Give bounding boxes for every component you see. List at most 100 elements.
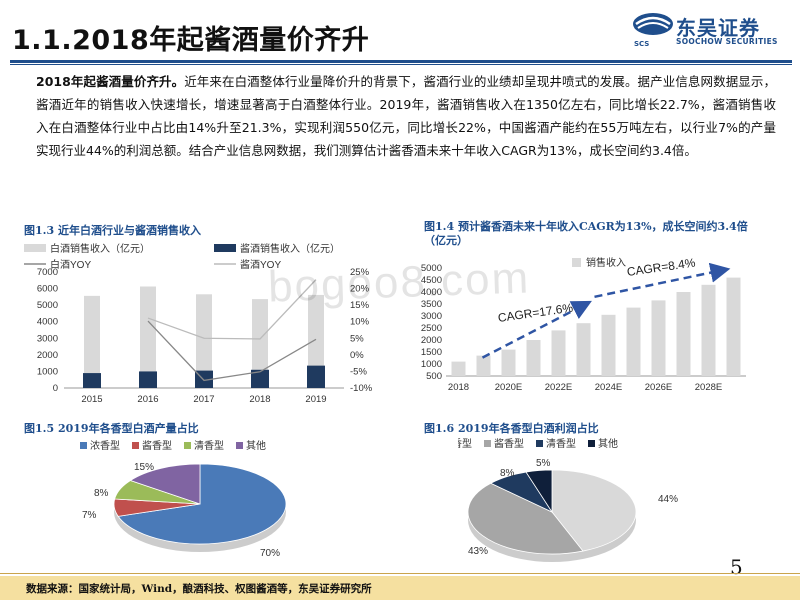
y-tick-label: 2000	[421, 335, 442, 346]
y-tick-label: 4000	[421, 287, 442, 298]
slice-value-label: 44%	[658, 494, 678, 505]
bar	[307, 365, 325, 388]
fig14-caption-unit: （亿元）	[424, 234, 468, 247]
x-tick-label: 2015	[81, 394, 102, 405]
x-tick-label: 2028E	[695, 382, 722, 393]
legend-swatch	[80, 442, 87, 449]
source-bar	[0, 576, 800, 600]
bar	[526, 340, 541, 376]
y-tick-label: 1000	[421, 359, 442, 370]
fig13-caption: 图1.3 近年白酒行业与酱酒销售收入	[24, 224, 201, 237]
bar	[196, 294, 212, 388]
pie-slice	[525, 469, 553, 514]
fig15-caption: 图1.5 2019年各香型白酒产量占比	[24, 422, 199, 435]
x-tick-label: 2020E	[495, 382, 522, 393]
y-tick-label: 2000	[37, 350, 58, 361]
legend-label: 酱酒YOY	[240, 258, 281, 271]
legend-swatch	[214, 244, 236, 252]
bar	[676, 292, 691, 376]
slice-value-label: 43%	[468, 546, 488, 557]
bar	[308, 294, 324, 388]
y-tick-label: 1500	[421, 347, 442, 358]
bar	[551, 330, 566, 376]
legend-label: 酱香型	[494, 437, 524, 450]
body-lead: 2018年起酱酒量价齐升。	[36, 74, 185, 89]
legend-swatch	[132, 442, 139, 449]
legend-swatch	[24, 244, 46, 252]
y-tick-label: 0	[53, 383, 58, 394]
title-bar: 1.1.2018年起酱酒量价齐升 SCS 东吴证券 SOOCHOW SECURI…	[0, 0, 800, 65]
legend-label: 其他	[598, 437, 618, 450]
legend-swatch	[572, 258, 581, 267]
y-tick-label: 3000	[421, 311, 442, 322]
legend-label: 销售收入	[586, 256, 626, 269]
x-tick-label: 2018	[448, 382, 469, 393]
y-tick-label: 500	[426, 371, 442, 382]
x-tick-label: 2024E	[595, 382, 622, 393]
x-tick-label: 2018	[249, 394, 270, 405]
brand-logo-icon	[633, 13, 673, 35]
bar	[626, 307, 641, 376]
pie-slice	[117, 463, 287, 545]
trend-arrow	[594, 262, 731, 299]
legend-label: 浓香型	[90, 439, 120, 452]
slice-value-label: 7%	[82, 510, 97, 521]
bar	[651, 300, 666, 376]
bar	[140, 286, 156, 388]
x-tick-label: 2019	[305, 394, 326, 405]
x-tick-label: 2022E	[545, 382, 572, 393]
bar	[83, 373, 101, 388]
legend-swatch	[184, 442, 191, 449]
bar	[251, 369, 269, 388]
trend-arrow	[481, 300, 592, 359]
title-divider-thin	[10, 64, 792, 65]
body-paragraph: 2018年起酱酒量价齐升。近年来在白酒整体行业量降价升的背景下，酱酒行业的业绩却…	[36, 70, 776, 162]
y-tick-label: 5000	[421, 263, 442, 274]
bar	[501, 349, 516, 376]
y-tick-label: 5000	[37, 300, 58, 311]
y-tick-label: 4500	[421, 275, 442, 286]
bar	[451, 361, 466, 376]
y-tick-label: 4000	[37, 317, 58, 328]
fig16-caption: 图1.6 2019年各香型白酒利润占比	[424, 422, 599, 435]
y2-tick-label: 15%	[350, 300, 370, 311]
legend-swatch	[588, 440, 595, 447]
y-tick-label: 1000	[37, 366, 58, 377]
series-line	[147, 320, 317, 382]
slice-value-label: 15%	[134, 462, 154, 473]
pie-slice	[129, 463, 201, 505]
y2-tick-label: 10%	[350, 317, 370, 328]
brand-logo-mark: SCS	[634, 40, 650, 48]
title-divider	[10, 60, 792, 63]
page-title: 1.1.2018年起酱酒量价齐升	[12, 25, 370, 56]
pie-slice	[467, 482, 584, 555]
legend-label: 酱酒销售收入（亿元）	[240, 242, 340, 255]
bar	[576, 323, 591, 376]
bar	[139, 371, 157, 388]
bar	[84, 295, 100, 388]
slice-value-label: 5%	[536, 458, 551, 469]
legend-label: 其他	[246, 439, 266, 452]
y-tick-label: 2500	[421, 323, 442, 334]
bar	[726, 277, 741, 376]
footer-divider	[0, 573, 800, 574]
x-tick-label: 2017	[193, 394, 214, 405]
legend-label: 清香型	[546, 437, 576, 450]
fig15-pie-chart: 浓香型 酱香型 清香型 其他 70% 7% 8% 15%	[80, 439, 287, 559]
body-text: 近年来在白酒整体行业量降价升的背景下，酱酒行业的业绩却呈现井喷式的发展。据产业信…	[36, 74, 776, 158]
y2-tick-label: 5%	[350, 333, 364, 344]
legend-swatch	[484, 440, 491, 447]
legend-label: 酱香型	[142, 439, 172, 452]
y-tick-label: 7000	[37, 267, 58, 278]
source-note: 数据来源：国家统计局，Wind，酿酒科技、权图酱酒等，东吴证券研究所	[26, 583, 372, 595]
legend-label: 浓香型	[458, 437, 472, 450]
y2-tick-label: -10%	[350, 383, 373, 394]
x-tick-label: 2026E	[645, 382, 672, 393]
brand-logo-en: SOOCHOW SECURITIES	[676, 37, 778, 46]
y2-tick-label: -5%	[350, 366, 367, 377]
x-tick-label: 2016	[137, 394, 158, 405]
brand-logo-cn: 东吴证券	[676, 16, 760, 40]
brand-logo: SCS 东吴证券 SOOCHOW SECURITIES	[632, 12, 792, 52]
slice-value-label: 70%	[260, 548, 280, 559]
y-tick-label: 6000	[37, 284, 58, 295]
